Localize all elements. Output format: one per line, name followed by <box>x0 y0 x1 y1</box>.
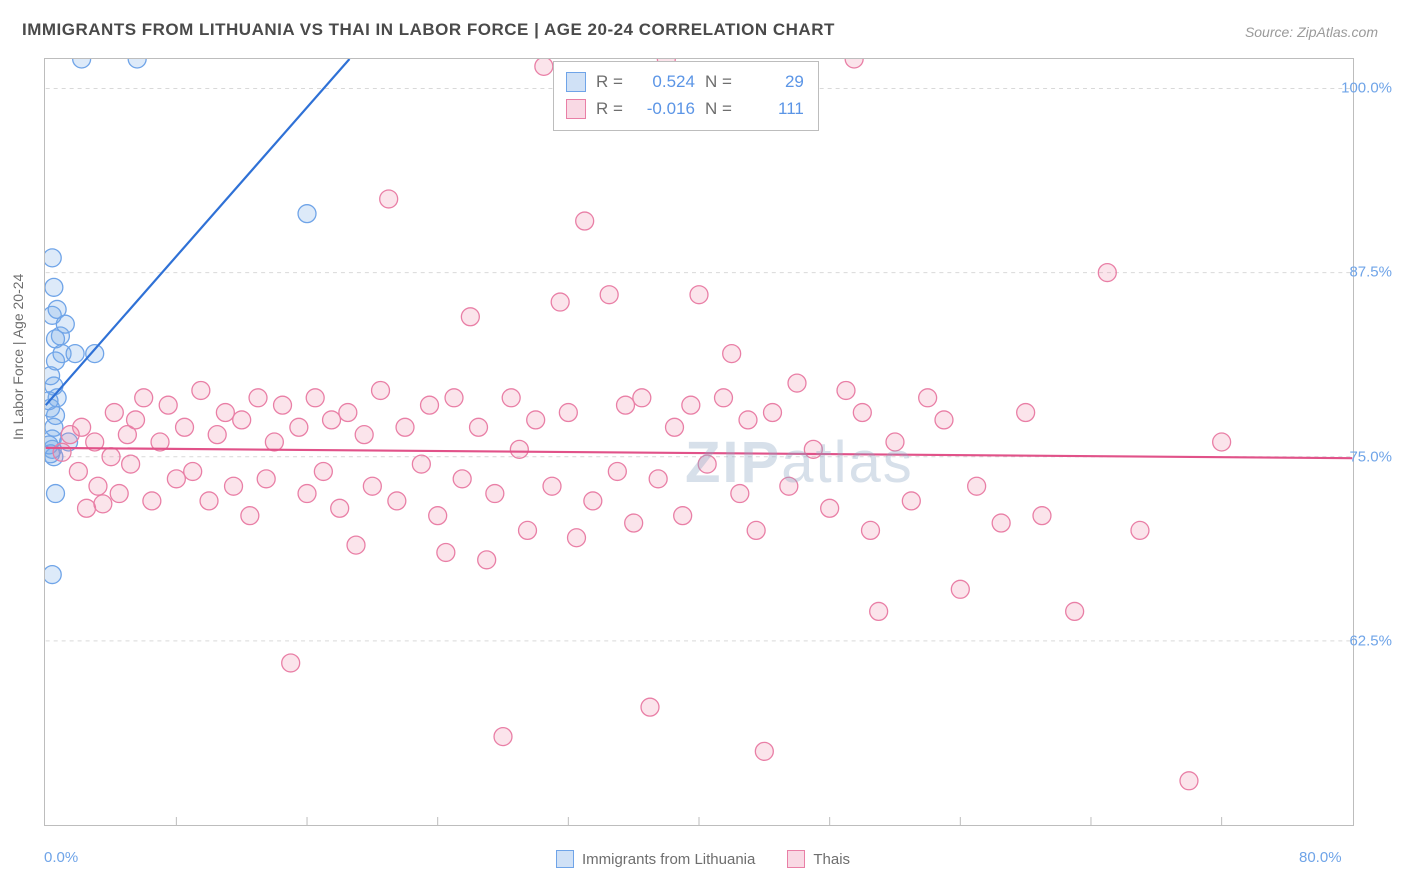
y-tick-label: 62.5% <box>1349 633 1392 650</box>
n-label: N = <box>705 68 732 95</box>
square-swatch-icon <box>566 72 586 92</box>
r-value: -0.016 <box>633 95 695 122</box>
square-swatch-icon <box>787 850 805 868</box>
r-value: 0.524 <box>633 68 695 95</box>
y-tick-label: 75.0% <box>1349 448 1392 465</box>
r-label: R = <box>596 68 623 95</box>
legend-item-thais: Thais <box>787 850 850 868</box>
y-axis-label: In Labor Force | Age 20-24 <box>10 274 26 440</box>
r-label: R = <box>596 95 623 122</box>
n-value: 29 <box>742 68 804 95</box>
square-swatch-icon <box>566 99 586 119</box>
y-tick-label: 87.5% <box>1349 264 1392 281</box>
legend-item-lithuania: Immigrants from Lithuania <box>556 850 755 868</box>
chart-title: IMMIGRANTS FROM LITHUANIA VS THAI IN LAB… <box>22 20 835 40</box>
y-tick-label: 100.0% <box>1341 79 1392 96</box>
correlation-legend-box: R = 0.524 N = 29 R = -0.016 N = 111 <box>553 61 819 131</box>
n-value: 111 <box>742 95 804 122</box>
legend-row-lithuania: R = 0.524 N = 29 <box>566 68 804 95</box>
square-swatch-icon <box>556 850 574 868</box>
legend-label: Thais <box>813 851 850 868</box>
scatter-chart-svg <box>45 59 1353 825</box>
legend-label: Immigrants from Lithuania <box>582 851 755 868</box>
series-legend: Immigrants from Lithuania Thais <box>0 850 1406 868</box>
source-attribution: Source: ZipAtlas.com <box>1245 24 1378 40</box>
chart-plot-area: ZIPatlas R = 0.524 N = 29 R = -0.016 N =… <box>44 58 1354 826</box>
legend-row-thais: R = -0.016 N = 111 <box>566 95 804 122</box>
n-label: N = <box>705 95 732 122</box>
